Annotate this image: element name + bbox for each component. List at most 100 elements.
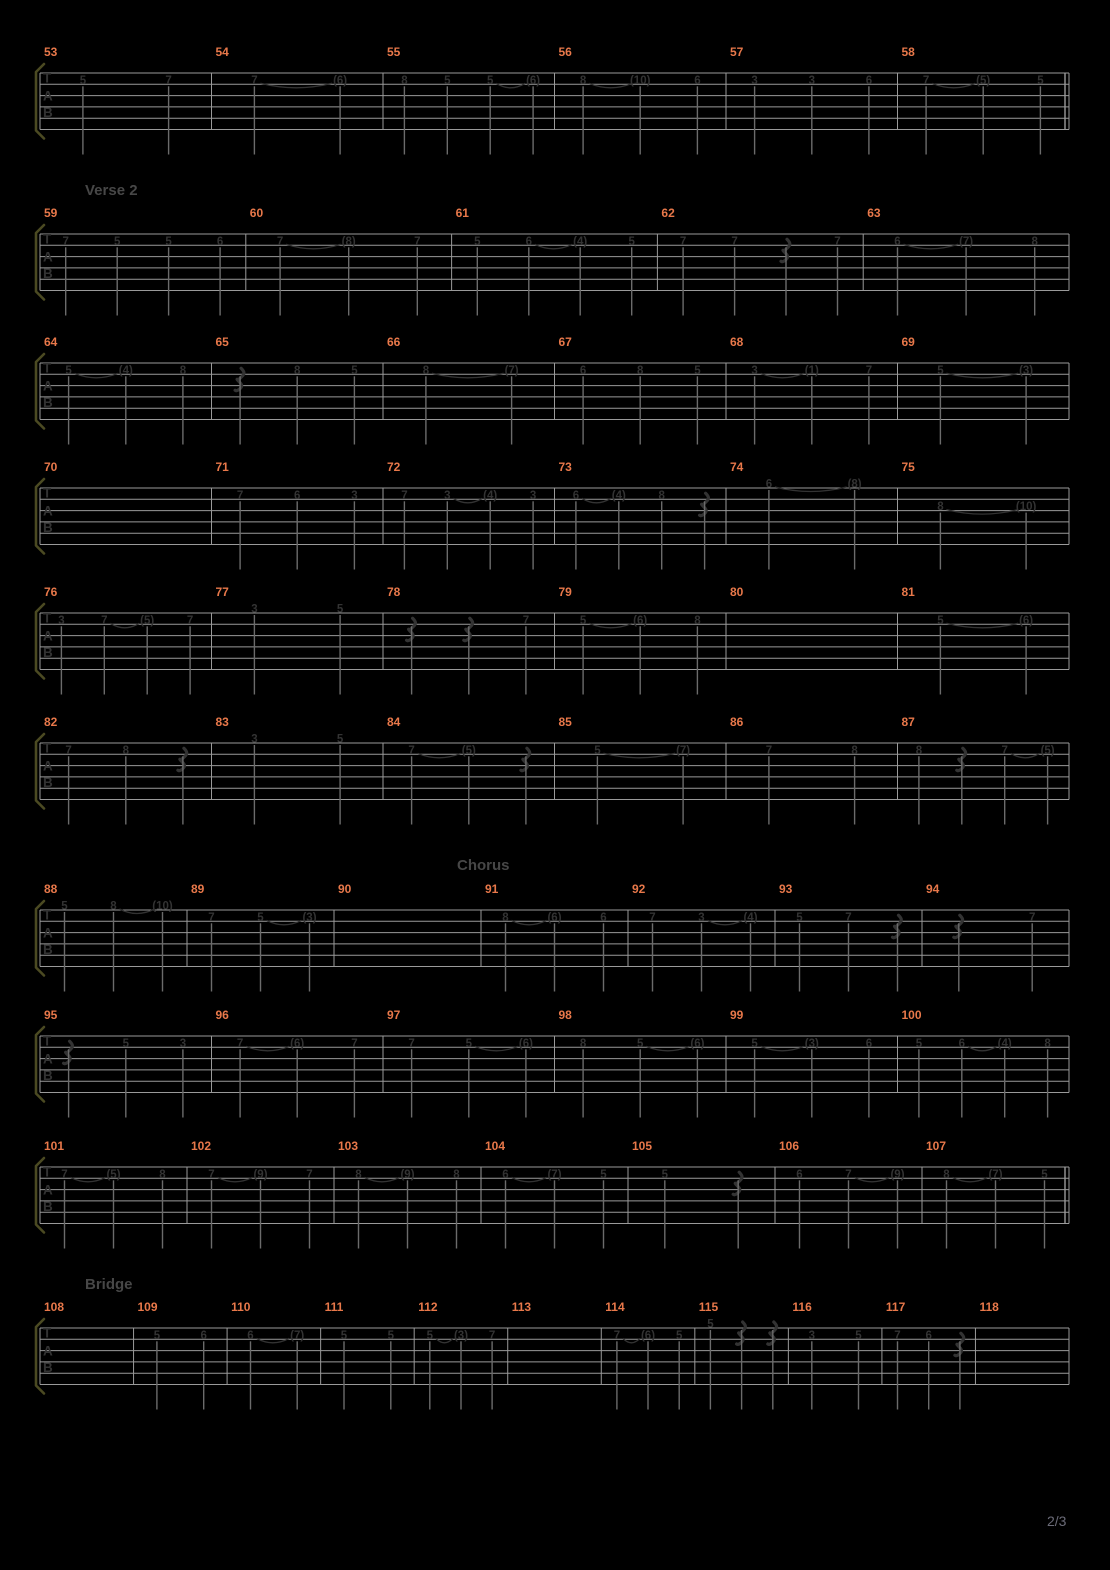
svg-text:5: 5 — [580, 615, 587, 627]
svg-text:7: 7 — [845, 912, 851, 924]
svg-text:B: B — [43, 395, 53, 410]
svg-text:8: 8 — [180, 365, 187, 377]
svg-text:A: A — [43, 629, 53, 644]
svg-text:7: 7 — [65, 745, 71, 757]
svg-text:68: 68 — [730, 335, 744, 349]
svg-text:78: 78 — [387, 585, 401, 599]
svg-text:(8): (8) — [342, 236, 356, 248]
svg-text:T: T — [43, 231, 52, 246]
svg-text:104: 104 — [485, 1139, 505, 1153]
svg-text:(7): (7) — [988, 1169, 1002, 1181]
svg-text:7: 7 — [766, 745, 772, 757]
svg-text:5: 5 — [466, 1038, 473, 1050]
svg-text:6: 6 — [925, 1330, 931, 1342]
svg-text:8: 8 — [916, 745, 923, 757]
svg-text:8: 8 — [851, 745, 858, 757]
svg-text:7: 7 — [731, 236, 737, 248]
svg-text:8: 8 — [580, 1038, 587, 1050]
svg-text:3: 3 — [444, 490, 450, 502]
svg-text:(4): (4) — [612, 490, 626, 502]
svg-text:6: 6 — [600, 912, 606, 924]
svg-text:(3): (3) — [454, 1330, 468, 1342]
svg-text:T: T — [43, 70, 52, 85]
svg-text:5: 5 — [444, 75, 451, 87]
svg-text:110: 110 — [231, 1300, 251, 1314]
svg-text:B: B — [43, 645, 53, 660]
svg-text:(5): (5) — [106, 1169, 120, 1181]
svg-text:7: 7 — [614, 1330, 620, 1342]
svg-text:6: 6 — [766, 479, 772, 491]
svg-text:7: 7 — [306, 1169, 312, 1181]
svg-text:7: 7 — [894, 1330, 900, 1342]
svg-text:8: 8 — [123, 745, 130, 757]
svg-text:(4): (4) — [119, 365, 133, 377]
svg-text:94: 94 — [926, 882, 940, 896]
svg-text:6: 6 — [217, 236, 223, 248]
svg-text:(4): (4) — [483, 490, 497, 502]
svg-text:6: 6 — [959, 1038, 965, 1050]
svg-text:5: 5 — [628, 236, 635, 248]
svg-text:75: 75 — [902, 460, 916, 474]
svg-text:7: 7 — [414, 236, 420, 248]
svg-text:86: 86 — [730, 715, 744, 729]
svg-text:5: 5 — [427, 1330, 434, 1342]
svg-text:7: 7 — [489, 1330, 495, 1342]
svg-text:B: B — [43, 520, 53, 535]
svg-text:112: 112 — [418, 1300, 438, 1314]
svg-text:7: 7 — [237, 1038, 243, 1050]
svg-text:100: 100 — [902, 1008, 922, 1022]
svg-text:(1): (1) — [805, 365, 819, 377]
svg-text:7: 7 — [923, 75, 929, 87]
svg-text:59: 59 — [44, 206, 58, 220]
svg-text:67: 67 — [559, 335, 573, 349]
svg-text:(6): (6) — [547, 912, 561, 924]
svg-text:6: 6 — [526, 236, 532, 248]
svg-text:7: 7 — [61, 1169, 67, 1181]
svg-text:8: 8 — [658, 490, 665, 502]
svg-text:5: 5 — [1037, 75, 1044, 87]
svg-text:(9): (9) — [253, 1169, 267, 1181]
svg-text:103: 103 — [338, 1139, 358, 1153]
svg-text:7: 7 — [408, 1038, 414, 1050]
svg-text:5: 5 — [165, 236, 172, 248]
svg-text:5: 5 — [662, 1169, 669, 1181]
svg-text:T: T — [43, 740, 52, 755]
svg-text:5: 5 — [600, 1169, 607, 1181]
svg-text:73: 73 — [559, 460, 573, 474]
svg-text:5: 5 — [676, 1330, 683, 1342]
svg-text:5: 5 — [694, 365, 701, 377]
svg-text:115: 115 — [699, 1300, 719, 1314]
svg-text:109: 109 — [138, 1300, 158, 1314]
svg-text:101: 101 — [44, 1139, 64, 1153]
svg-text:63: 63 — [867, 206, 881, 220]
svg-text:92: 92 — [632, 882, 646, 896]
svg-text:8: 8 — [355, 1169, 362, 1181]
svg-text:3: 3 — [251, 734, 257, 746]
svg-text:6: 6 — [580, 365, 586, 377]
svg-text:B: B — [43, 942, 53, 957]
svg-text:102: 102 — [191, 1139, 211, 1153]
svg-text:8: 8 — [943, 1169, 950, 1181]
svg-text:5: 5 — [123, 1038, 130, 1050]
svg-text:(3): (3) — [302, 912, 316, 924]
svg-text:(4): (4) — [743, 912, 757, 924]
svg-text:T: T — [43, 1033, 52, 1048]
svg-text:(5): (5) — [140, 615, 154, 627]
svg-text:5: 5 — [337, 604, 344, 616]
svg-text:108: 108 — [44, 1300, 64, 1314]
svg-text:8: 8 — [453, 1169, 460, 1181]
svg-text:117: 117 — [886, 1300, 906, 1314]
svg-text:89: 89 — [191, 882, 205, 896]
svg-text:8: 8 — [502, 912, 509, 924]
svg-text:88: 88 — [44, 882, 58, 896]
svg-text:116: 116 — [792, 1300, 812, 1314]
svg-text:6: 6 — [573, 490, 579, 502]
svg-text:7: 7 — [680, 236, 686, 248]
svg-text:7: 7 — [649, 912, 655, 924]
svg-text:5: 5 — [594, 745, 601, 757]
svg-text:5: 5 — [751, 1038, 758, 1050]
svg-text:5: 5 — [796, 912, 803, 924]
svg-text:(5): (5) — [1041, 745, 1055, 757]
svg-text:A: A — [43, 1344, 53, 1359]
svg-text:8: 8 — [1044, 1038, 1051, 1050]
